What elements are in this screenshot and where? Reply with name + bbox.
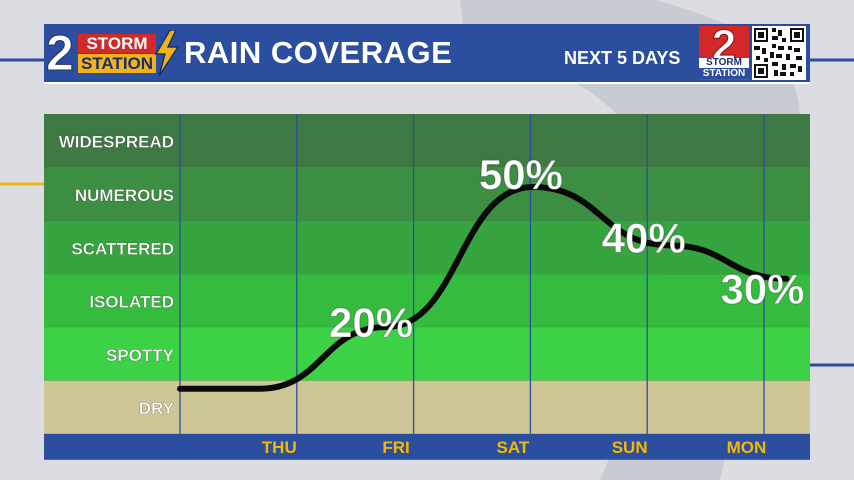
data-label: 20% [329,299,413,346]
day-label-thu: THU [262,438,297,457]
channel-badge: 2 STORM STATION [699,23,749,80]
coverage-curve [177,183,790,392]
logo-number: 2 [46,25,75,81]
rain-coverage-chart: WIDESPREAD NUMEROUS SCATTERED ISOLATED SPOTT… [44,114,810,460]
header-bar: 2 STORM STATION RAIN COVERAGE NEXT 5 DAY… [44,23,810,84]
coverage-level-label: SPOTTY [106,346,175,365]
badge-word-storm: STORM [699,58,749,68]
logo-word-station: STATION [78,54,156,73]
data-label: 40% [602,214,686,261]
data-label: 50% [479,151,563,198]
coverage-level-label: ISOLATED [89,293,174,312]
lightning-bolt-icon [154,30,180,76]
day-label-sat: SAT [497,438,530,457]
storm-station-logo: 2 STORM STATION [44,24,180,82]
data-label: 30% [720,266,804,313]
band-dry [44,380,810,434]
page-title: RAIN COVERAGE [184,35,453,70]
coverage-level-label: DRY [139,399,175,418]
badge-word-station: STATION [699,68,749,79]
day-label-sun: SUN [612,438,648,457]
day-axis-bar [44,433,810,460]
band-widespread [44,114,810,168]
day-label-fri: FRI [382,438,409,457]
qr-code-icon[interactable] [752,26,806,80]
forecast-range-label: NEXT 5 DAYS [564,48,681,68]
day-label-mon: MON [727,438,767,457]
band-spotty [44,327,810,381]
coverage-level-label: NUMEROUS [75,186,174,205]
coverage-level-label: SCATTERED [71,239,174,258]
band-numerous [44,167,810,221]
logo-word-storm: STORM [78,34,156,53]
band-isolated [44,273,810,328]
coverage-level-label: WIDESPREAD [59,133,174,152]
